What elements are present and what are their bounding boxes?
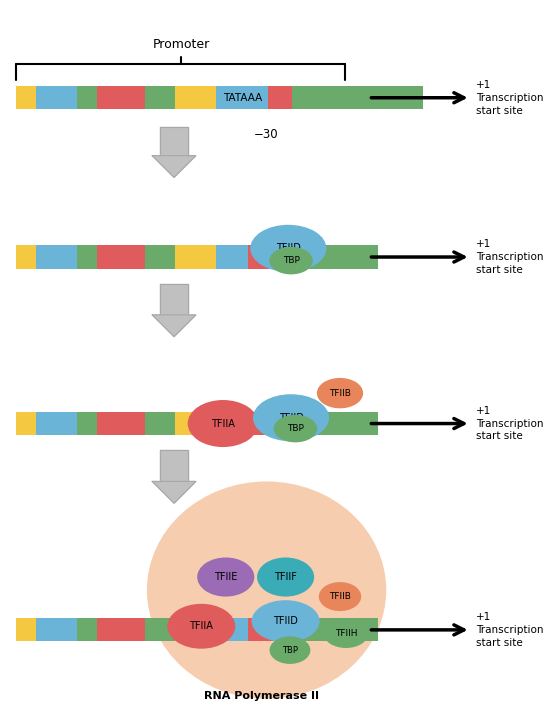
Bar <box>36 618 77 641</box>
Ellipse shape <box>197 557 254 597</box>
Bar <box>273 618 378 641</box>
Bar <box>145 245 175 269</box>
Bar <box>145 618 175 641</box>
Polygon shape <box>152 481 196 503</box>
Bar <box>217 245 248 269</box>
Text: RNA Polymerase II: RNA Polymerase II <box>203 691 319 702</box>
Text: +1
Transcription
start site: +1 Transcription start site <box>476 405 543 442</box>
Polygon shape <box>160 284 188 315</box>
Text: Promoter: Promoter <box>152 38 209 51</box>
Ellipse shape <box>317 378 363 408</box>
Bar <box>97 245 145 269</box>
Text: TFIID: TFIID <box>276 243 301 253</box>
Bar <box>292 86 423 109</box>
Ellipse shape <box>147 481 386 699</box>
Bar <box>273 245 378 269</box>
Bar <box>145 412 175 435</box>
Text: TBP: TBP <box>287 424 304 433</box>
Bar <box>268 86 292 109</box>
Text: +1
Transcription
start site: +1 Transcription start site <box>476 239 543 275</box>
Ellipse shape <box>253 394 329 442</box>
Ellipse shape <box>319 582 361 611</box>
Text: TFIIE: TFIIE <box>214 572 237 582</box>
Bar <box>77 245 97 269</box>
Bar <box>77 412 97 435</box>
Bar <box>36 245 77 269</box>
Bar <box>97 412 145 435</box>
Ellipse shape <box>257 557 314 597</box>
Ellipse shape <box>274 415 317 442</box>
Bar <box>97 618 145 641</box>
Bar <box>175 86 217 109</box>
Bar <box>248 412 273 435</box>
Ellipse shape <box>251 600 320 642</box>
Ellipse shape <box>188 400 258 447</box>
Bar <box>16 412 36 435</box>
Text: TFIIF: TFIIF <box>274 572 297 582</box>
Bar <box>97 86 145 109</box>
Text: TBP: TBP <box>282 646 298 654</box>
Text: TFIIH: TFIIH <box>335 629 357 638</box>
Polygon shape <box>152 156 196 177</box>
Text: TFIIA: TFIIA <box>189 621 213 631</box>
Ellipse shape <box>269 247 313 274</box>
Bar <box>175 245 217 269</box>
Bar <box>217 86 268 109</box>
Text: TFIIA: TFIIA <box>211 418 235 429</box>
Ellipse shape <box>250 225 326 272</box>
Text: TFIIB: TFIIB <box>329 389 351 397</box>
Bar <box>145 86 175 109</box>
Polygon shape <box>160 450 188 481</box>
Bar <box>217 618 248 641</box>
Text: TFIID: TFIID <box>279 413 304 423</box>
Bar <box>175 618 217 641</box>
Text: +1
Transcription
start site: +1 Transcription start site <box>476 612 543 648</box>
Text: TBP: TBP <box>282 256 300 265</box>
Bar <box>273 412 378 435</box>
Polygon shape <box>160 127 188 156</box>
Text: −30: −30 <box>254 128 279 141</box>
Ellipse shape <box>324 619 368 648</box>
Polygon shape <box>152 315 196 337</box>
Bar <box>36 412 77 435</box>
Bar <box>248 245 273 269</box>
Bar <box>16 86 36 109</box>
Bar <box>77 86 97 109</box>
Text: TATAAA: TATAAA <box>222 93 262 103</box>
Bar <box>77 618 97 641</box>
Ellipse shape <box>167 604 235 649</box>
Bar <box>175 412 217 435</box>
Text: TFIID: TFIID <box>273 616 298 626</box>
Bar <box>217 412 248 435</box>
Text: +1
Transcription
start site: +1 Transcription start site <box>476 80 543 116</box>
Bar <box>36 86 77 109</box>
Text: TFIIB: TFIIB <box>329 592 351 601</box>
Bar <box>16 245 36 269</box>
Ellipse shape <box>270 636 310 664</box>
Bar <box>16 618 36 641</box>
Bar <box>248 618 273 641</box>
